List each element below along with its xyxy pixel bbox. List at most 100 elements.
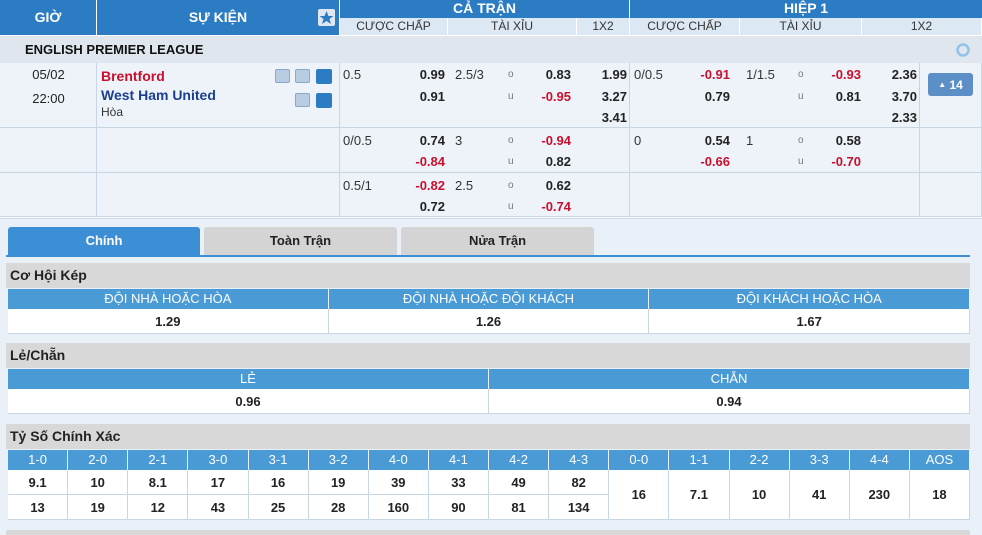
score-odds: 82 — [549, 470, 610, 495]
away-team: West Ham United — [101, 87, 216, 103]
handicap-line: 0/0.5 — [343, 133, 372, 148]
league-row: ENGLISH PREMIER LEAGUE — [0, 36, 982, 63]
under-label: u — [508, 201, 514, 212]
row-cell — [97, 173, 340, 217]
score-header: AOS — [909, 450, 970, 470]
column-header: ĐỘI NHÀ HOẶC ĐỘI KHÁCH — [328, 289, 650, 309]
score-odds: 12 — [128, 495, 189, 520]
tab[interactable]: Toàn Trận — [204, 227, 397, 255]
home-team: Brentford — [101, 68, 165, 84]
sub-header: TÀI XỈU — [740, 18, 862, 35]
icon[interactable] — [295, 93, 310, 107]
arrow: ▲ — [938, 80, 947, 89]
handicap-odds: -0.82 — [415, 178, 445, 193]
score-odds: 8.1 — [128, 470, 189, 495]
total-line: 1 — [746, 133, 754, 148]
score-odds: 17 — [188, 470, 249, 495]
over-odds: -0.94 — [541, 133, 571, 148]
handicap-line: 0.5/1 — [343, 178, 372, 193]
section-title: Cơ Hội Kép — [6, 263, 970, 288]
handicap-odds: 0.99 — [419, 67, 445, 82]
total-line: 2.5/3 — [455, 67, 484, 82]
header-cell: SỰ KIỆN — [97, 0, 340, 35]
score-odds: 33 — [428, 470, 489, 495]
stats-icon[interactable] — [316, 93, 332, 108]
1x2-odds: 2.33 — [891, 110, 917, 125]
header-cell: HIỆP 1 — [630, 0, 982, 18]
score-header: 4-3 — [549, 450, 610, 470]
tab[interactable]: Nửa Trận — [401, 227, 594, 255]
next-section — [6, 530, 970, 535]
handicap-odds: -0.84 — [415, 154, 445, 169]
over-label: o — [798, 69, 804, 80]
star-icon — [318, 9, 335, 26]
score-odds: 81 — [489, 495, 550, 520]
refresh[interactable] — [955, 42, 971, 58]
under-label: u — [798, 91, 804, 102]
handicap-odds: 0.91 — [419, 89, 445, 104]
sub-header: 1X2 — [862, 18, 982, 35]
tab[interactable]: Chính — [8, 227, 200, 255]
row-cell — [630, 128, 920, 173]
score-odds: 18 — [909, 470, 970, 520]
1x2-odds: 1.99 — [601, 67, 627, 82]
header-cell: CẢ TRẬN — [340, 0, 630, 18]
score-odds: 39 — [368, 470, 429, 495]
handicap-odds: 0.79 — [704, 89, 730, 104]
handicap-line: 0 — [634, 133, 642, 148]
score-header: 2-0 — [68, 450, 129, 470]
row-cell — [630, 173, 920, 217]
header-cell: GIỜ — [0, 0, 97, 35]
row-cell — [340, 173, 630, 217]
handicap-odds: 0.74 — [419, 133, 445, 148]
score-odds: 16 — [248, 470, 309, 495]
under-label: u — [508, 156, 514, 167]
icon[interactable] — [275, 69, 290, 83]
row-cell — [97, 128, 340, 173]
over-label: o — [508, 135, 514, 146]
match-date: 05/02 — [32, 67, 65, 82]
score-odds: 160 — [368, 495, 429, 520]
1x2-odds: 2.36 — [891, 67, 917, 82]
section-title: Lẻ/Chẵn — [6, 343, 970, 368]
column-header: LẺ — [8, 369, 489, 389]
more-count: 14 — [949, 78, 963, 92]
total-line: 3 — [455, 133, 463, 148]
score-odds: 19 — [68, 495, 129, 520]
more-button[interactable]: ▲ 14 — [928, 73, 973, 96]
favorite-icon[interactable] — [316, 69, 332, 84]
odds-value: 0.96 — [8, 389, 489, 414]
score-odds: 90 — [428, 495, 489, 520]
handicap-odds: -0.91 — [700, 67, 730, 82]
over-label: o — [508, 180, 514, 191]
under-odds: -0.70 — [831, 154, 861, 169]
sub-header: TÀI XỈU — [448, 18, 577, 35]
over-odds: 0.58 — [835, 133, 861, 148]
under-odds: 0.82 — [545, 154, 571, 169]
over-odds: -0.93 — [831, 67, 861, 82]
odds-value: 0.94 — [489, 389, 970, 414]
row-cell — [0, 128, 97, 173]
handicap-line: 0/0.5 — [634, 67, 663, 82]
handicap-odds: 0.54 — [704, 133, 730, 148]
column-header: CHẴN — [489, 369, 970, 389]
score-header: 2-1 — [128, 450, 189, 470]
score-header: 3-2 — [308, 450, 369, 470]
sub-header: CƯỢC CHẤP — [630, 18, 740, 35]
score-odds: 43 — [188, 495, 249, 520]
icon[interactable] — [295, 69, 310, 83]
score-odds: 134 — [549, 495, 610, 520]
total-line: 1/1.5 — [746, 67, 775, 82]
total-line: 2.5 — [455, 178, 474, 193]
over-odds: 0.83 — [545, 67, 571, 82]
row-cell — [340, 63, 630, 128]
score-odds: 49 — [489, 470, 550, 495]
score-header: 4-4 — [849, 450, 910, 470]
row-cell — [0, 63, 97, 128]
over-odds: 0.62 — [545, 178, 571, 193]
1x2-odds: 3.70 — [891, 89, 917, 104]
score-odds: 19 — [308, 470, 369, 495]
under-odds: 0.81 — [835, 89, 861, 104]
1x2-odds: 3.41 — [601, 110, 627, 125]
row-cell — [630, 63, 920, 128]
